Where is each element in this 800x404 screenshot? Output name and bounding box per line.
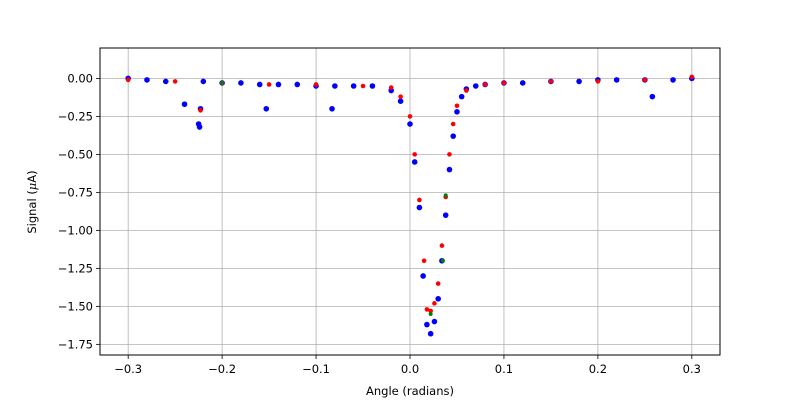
- data-point-series-1: [424, 321, 430, 328]
- data-point-series-1: [442, 212, 449, 218]
- data-point-series-1: [369, 83, 376, 89]
- data-point-series-3: [443, 193, 448, 198]
- data-point-series-1: [435, 295, 441, 302]
- y-tick-label: −1.00: [58, 223, 93, 237]
- data-point-series-1: [181, 101, 188, 108]
- data-point-series-2: [439, 243, 445, 248]
- data-point-series-1: [649, 93, 656, 100]
- data-point-series-2: [548, 79, 554, 84]
- data-point-series-2: [125, 77, 131, 83]
- x-axis-label: Angle (radians): [366, 384, 454, 398]
- data-point-series-2: [388, 85, 394, 90]
- data-point-series-1: [256, 81, 263, 88]
- y-tick-label: 0.00: [67, 71, 93, 85]
- data-point-series-2: [447, 152, 452, 157]
- data-point-series-3: [440, 258, 445, 263]
- data-point-series-2: [417, 197, 422, 203]
- data-point-series-2: [313, 82, 319, 87]
- data-point-series-1: [431, 318, 438, 325]
- y-axis-label-mu: μ: [25, 183, 39, 190]
- y-axis-label-suffix: A): [25, 170, 39, 182]
- data-point-series-1: [332, 83, 338, 89]
- data-point-series-2: [421, 258, 427, 264]
- data-point-series-2: [398, 94, 403, 99]
- data-point-series-1: [263, 105, 270, 112]
- x-tick-label: −0.3: [114, 362, 142, 376]
- data-point-series-2: [172, 79, 178, 84]
- data-point-series-1: [162, 78, 169, 85]
- data-point-series-1: [407, 121, 413, 127]
- data-point-series-2: [432, 301, 437, 306]
- grid-lines: [100, 48, 720, 355]
- data-point-series-1: [397, 98, 404, 104]
- x-tick-label: −0.2: [208, 362, 236, 376]
- y-axis-label-prefix: Signal (: [25, 190, 39, 233]
- data-point-series-2: [501, 80, 507, 86]
- data-point-series-1: [416, 204, 423, 211]
- x-tick-label: 0.3: [683, 362, 701, 376]
- x-tick-label: 0.2: [589, 362, 607, 376]
- data-point-series-2: [407, 114, 413, 119]
- x-tick-label: −0.1: [302, 362, 330, 376]
- data-point-series-1: [519, 80, 526, 86]
- data-point-series-1: [144, 77, 150, 83]
- x-tick-label: 0.0: [401, 362, 419, 376]
- data-point-series-2: [642, 77, 648, 83]
- data-point-series-2: [464, 88, 469, 93]
- data-point-series-2: [428, 308, 433, 314]
- data-point-series-3: [220, 80, 225, 85]
- data-point-series-1: [450, 133, 457, 139]
- data-point-series-1: [576, 78, 582, 85]
- x-tick-label: 0.1: [495, 362, 513, 376]
- data-point-series-1: [420, 273, 426, 279]
- data-point-series-1: [472, 83, 479, 89]
- y-tick-label: −0.25: [58, 109, 93, 123]
- data-point-series-1: [294, 81, 301, 88]
- data-point-series-2: [424, 307, 430, 312]
- data-point-series-2: [689, 74, 695, 80]
- data-point-series-1: [238, 80, 244, 86]
- data-point-series-2: [482, 82, 488, 87]
- axis-ticks: −0.3 −0.2 −0.1 0.0 0.1 0.2 0.3 0.00 −0.25 −0.50 −0…: [58, 71, 701, 376]
- data-point-series-2: [198, 108, 203, 113]
- data-point-series-2: [266, 82, 272, 87]
- data-point-series-3: [428, 311, 433, 316]
- data-point-series-2: [360, 83, 366, 89]
- y-tick-label: −1.75: [58, 337, 93, 351]
- data-point-series-1: [427, 330, 434, 337]
- y-tick-label: −1.25: [58, 261, 93, 275]
- data-point-series-1: [454, 109, 460, 115]
- data-point-series-2: [595, 79, 601, 84]
- data-point-series-2: [435, 281, 441, 286]
- y-tick-label: −1.50: [58, 299, 93, 313]
- data-point-series-1: [329, 105, 335, 112]
- y-tick-label: −0.50: [58, 147, 93, 161]
- data-point-series-2: [450, 121, 456, 127]
- data-point-series-1: [275, 81, 282, 88]
- data-point-series-1: [613, 77, 620, 83]
- data-point-series-1: [411, 159, 418, 165]
- data-points: [125, 74, 695, 337]
- data-point-series-2: [454, 103, 460, 109]
- data-point-series-1: [200, 78, 207, 85]
- data-point-series-1: [350, 83, 357, 89]
- y-axis-label: Signal (μA): [25, 170, 39, 233]
- data-point-series-1: [458, 93, 465, 100]
- data-point-series-1: [670, 77, 676, 83]
- data-point-series-1: [196, 124, 203, 130]
- data-point-series-2: [412, 152, 417, 157]
- data-point-series-1: [446, 166, 453, 173]
- y-tick-label: −0.75: [58, 185, 93, 199]
